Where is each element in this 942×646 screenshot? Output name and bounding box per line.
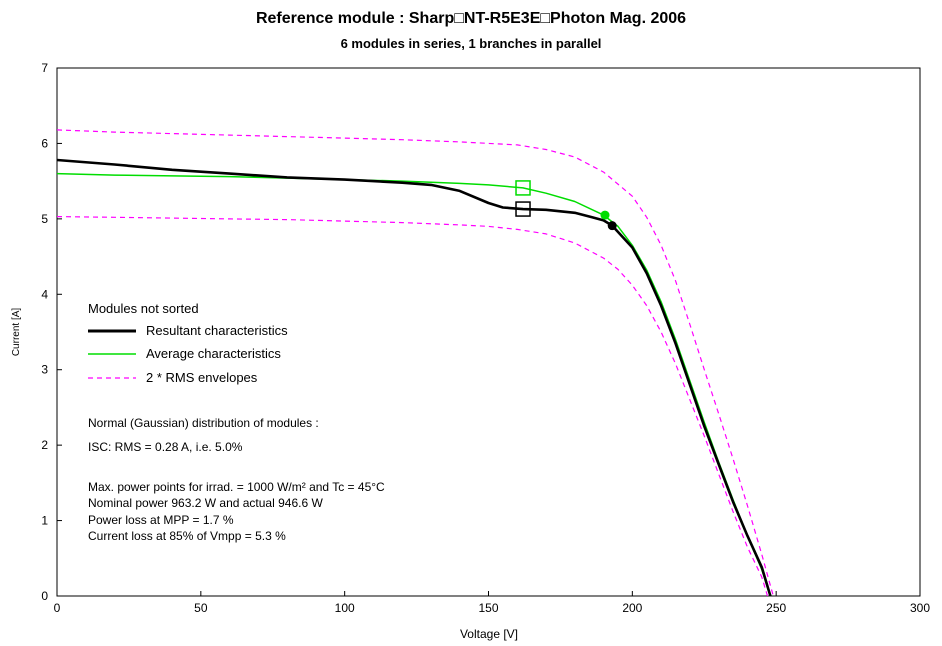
x-axis-label: Voltage [V] <box>460 627 518 641</box>
annotation-mpp-conditions: Max. power points for irrad. = 1000 W/m²… <box>88 480 385 494</box>
legend: Modules not sorted Resultant characteris… <box>88 301 288 385</box>
annotation-isc-rms: ISC: RMS = 0.28 A, i.e. 5.0% <box>88 440 243 454</box>
x-tick-label: 150 <box>478 601 498 615</box>
series-line <box>56 129 774 597</box>
marker-layer <box>515 180 617 231</box>
x-tick-label: 0 <box>54 601 61 615</box>
resultant-85pct-point <box>515 201 531 217</box>
annotation-nominal-power: Nominal power 963.2 W and actual 946.6 W <box>88 496 323 510</box>
average-mpp <box>600 210 610 220</box>
x-tick-label: 300 <box>910 601 930 615</box>
legend-header: Modules not sorted <box>88 301 199 316</box>
y-tick-label: 4 <box>41 287 48 301</box>
y-axis-label: Current [A] <box>11 308 22 357</box>
x-tick-label: 200 <box>622 601 642 615</box>
average-85pct-point <box>515 180 531 196</box>
series-line <box>56 158 772 597</box>
info-block: Normal (Gaussian) distribution of module… <box>88 416 385 543</box>
x-tick-label: 100 <box>335 601 355 615</box>
y-tick-label: 7 <box>41 61 48 75</box>
legend-label-envelope: 2 * RMS envelopes <box>146 370 258 385</box>
annotation-current-loss: Current loss at 85% of Vmpp = 5.3 % <box>88 529 286 543</box>
annotation-power-loss: Power loss at MPP = 1.7 % <box>88 513 234 527</box>
annotation-distribution: Normal (Gaussian) distribution of module… <box>88 416 319 430</box>
y-axis: 0 1 2 3 4 5 6 7 <box>41 61 62 603</box>
y-tick-label: 1 <box>41 514 48 528</box>
resultant-mpp <box>607 221 617 231</box>
chart-title: Reference module : Sharp□NT-R5E3E□Photon… <box>256 10 686 27</box>
chart-subtitle: 6 modules in series, 1 branches in paral… <box>341 36 602 51</box>
legend-label-resultant: Resultant characteristics <box>146 323 288 338</box>
x-tick-label: 250 <box>766 601 786 615</box>
x-axis: 0 50 100 150 200 250 300 <box>54 591 930 615</box>
series-line <box>56 216 769 597</box>
y-tick-label: 6 <box>41 136 48 150</box>
legend-label-average: Average characteristics <box>146 346 281 361</box>
y-tick-label: 0 <box>41 589 48 603</box>
y-tick-label: 3 <box>41 363 48 377</box>
x-tick-label: 50 <box>194 601 208 615</box>
y-tick-label: 2 <box>41 438 48 452</box>
y-tick-label: 5 <box>41 212 48 226</box>
